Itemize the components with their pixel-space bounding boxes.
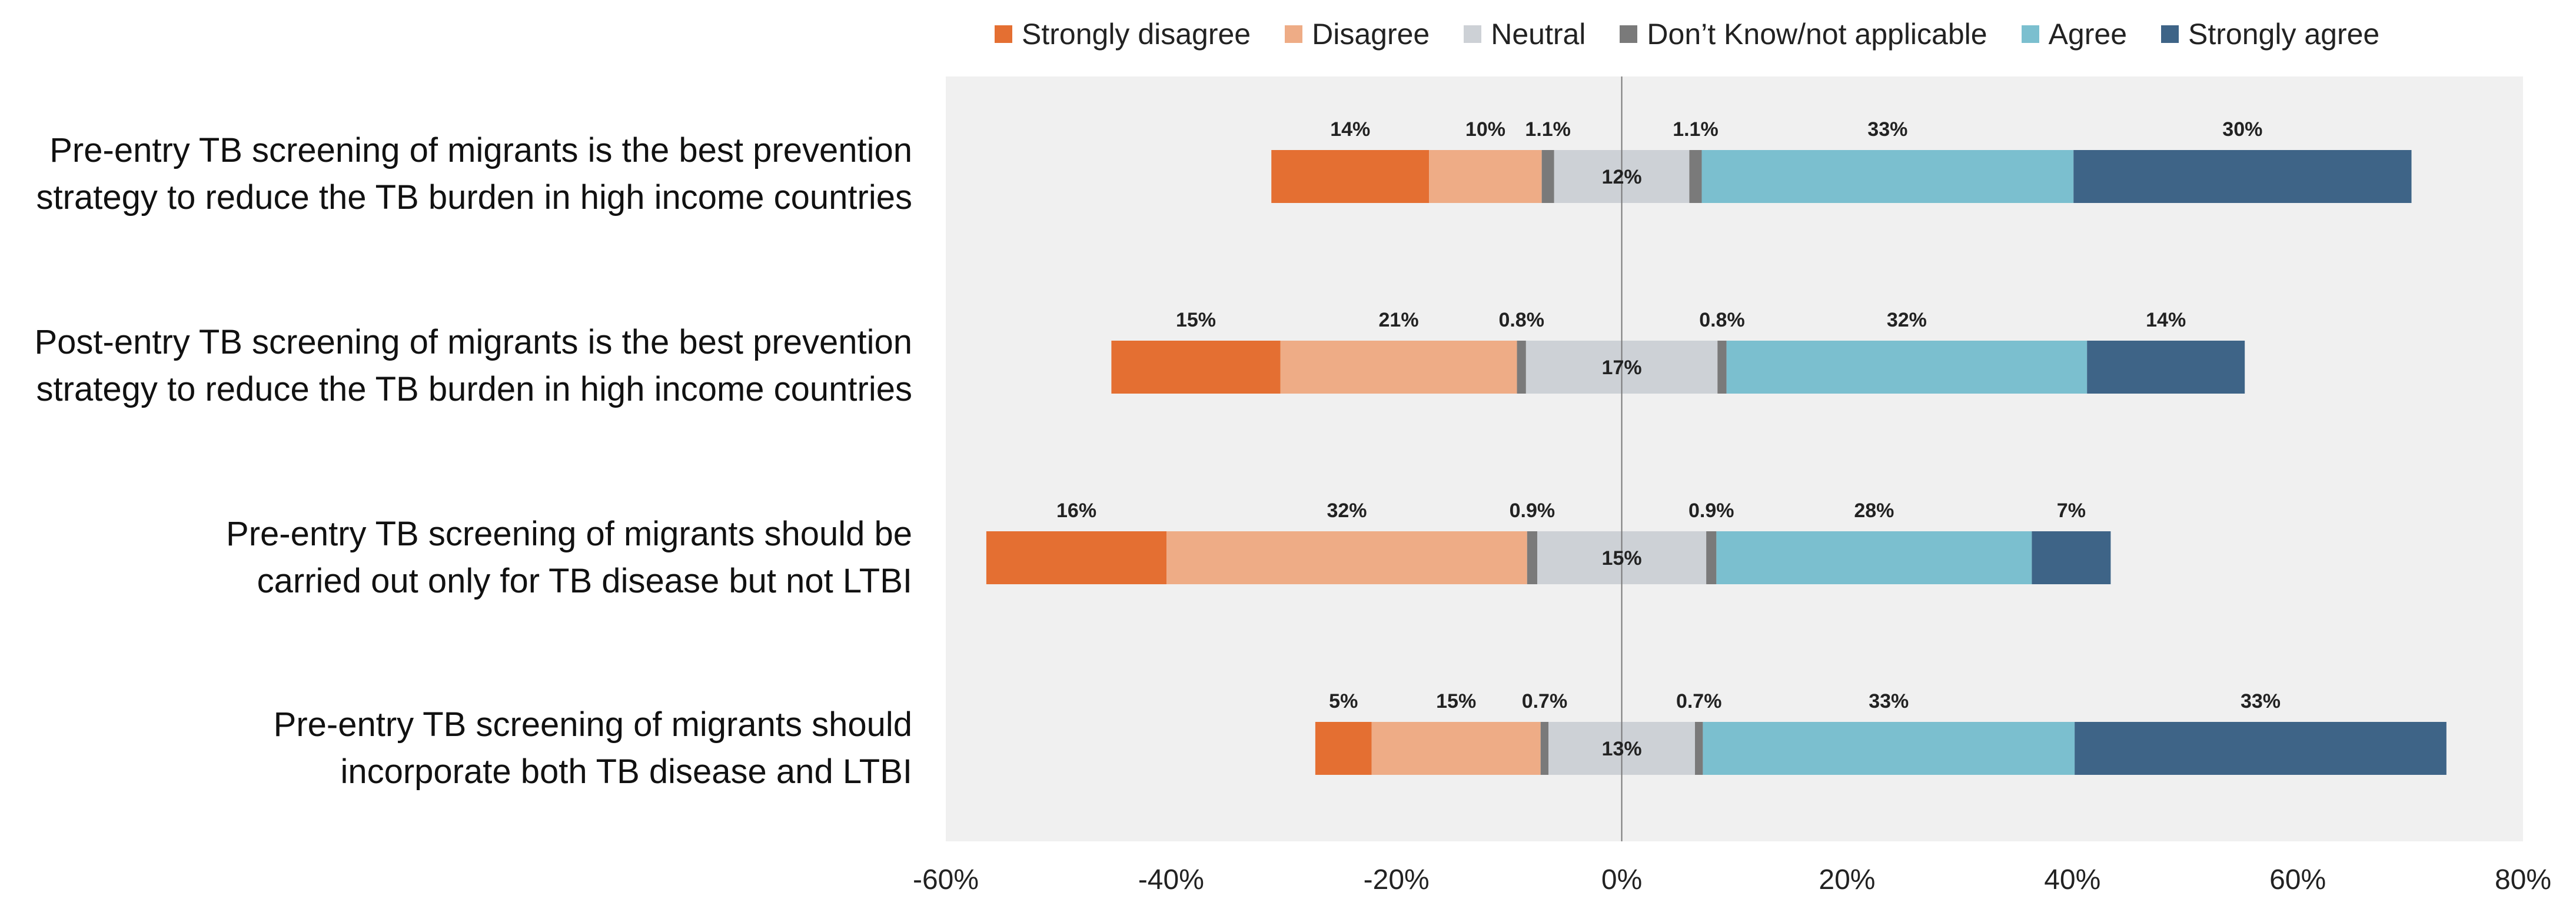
data-label: 16% — [1056, 500, 1096, 522]
data-label: 32% — [1887, 309, 1927, 331]
legend-swatch-agree — [2021, 25, 2039, 43]
legend-item-disagree[interactable]: Disagree — [1285, 17, 1430, 51]
legend: Strongly disagree Disagree Neutral Don’t… — [995, 11, 2379, 58]
legend-swatch-dont-know — [1620, 25, 1638, 43]
data-label: 17% — [1602, 357, 1642, 379]
bar-segment-strongly-agree[interactable] — [2073, 150, 2412, 203]
bar-segment-strongly-disagree[interactable] — [1111, 341, 1281, 394]
legend-swatch-strongly-agree — [2161, 25, 2179, 43]
data-label: 30% — [2222, 118, 2262, 141]
legend-label-strongly-disagree: Strongly disagree — [1022, 18, 1251, 51]
statement-line: Pre-entry TB screening of migrants is th… — [49, 131, 912, 169]
legend-item-strongly-agree[interactable]: Strongly agree — [2161, 17, 2379, 51]
statement-line: Pre-entry TB screening of migrants shoul… — [226, 515, 912, 553]
legend-label-disagree: Disagree — [1312, 18, 1430, 51]
data-label: 0.9% — [1688, 500, 1734, 522]
x-tick-label: -40% — [1138, 864, 1204, 895]
data-label: 1.1% — [1525, 118, 1571, 141]
data-label: 0.9% — [1510, 500, 1555, 522]
data-label: 33% — [1869, 690, 1909, 712]
statement-line: strategy to reduce the TB burden in high… — [36, 178, 912, 217]
data-label: 14% — [2146, 309, 2186, 331]
statement-line: incorporate both TB disease and LTBI — [340, 752, 912, 791]
x-tick-label: 20% — [1819, 864, 1876, 895]
bar-segment-strongly-disagree[interactable] — [1271, 150, 1430, 203]
data-label: 14% — [1330, 118, 1370, 141]
bar-segment-dont-know[interactable] — [1540, 722, 1549, 775]
legend-label-agree: Agree — [2048, 18, 2128, 51]
bar-segment-agree[interactable] — [1701, 150, 2074, 203]
bar-segment-strongly-agree[interactable] — [2032, 531, 2111, 584]
bar-segment-dont-know[interactable] — [1717, 341, 1727, 394]
legend-item-strongly-disagree[interactable]: Strongly disagree — [995, 17, 1251, 51]
statement-line: Post-entry TB screening of migrants is t… — [34, 323, 912, 361]
statement-label: Pre-entry TB screening of migrants is th… — [12, 127, 912, 221]
x-tick-label: -20% — [1363, 864, 1430, 895]
data-label: 33% — [2241, 690, 2281, 712]
data-label: 15% — [1176, 309, 1216, 331]
bar-segment-dont-know[interactable] — [1541, 150, 1554, 203]
bar-segment-agree[interactable] — [1703, 722, 2075, 775]
statement-label: Pre-entry TB screening of migrants shoul… — [12, 511, 912, 605]
data-label: 1.1% — [1673, 118, 1719, 141]
data-label: 15% — [1436, 690, 1476, 712]
x-tick-label: 80% — [2494, 864, 2552, 895]
legend-item-agree[interactable]: Agree — [2021, 17, 2128, 51]
plot-area — [946, 76, 2523, 841]
x-tick-label: 40% — [2044, 864, 2101, 895]
bar-segment-disagree[interactable] — [1429, 150, 1542, 203]
statement-label: Pre-entry TB screening of migrants shoul… — [12, 701, 912, 795]
data-label: 0.7% — [1522, 690, 1568, 712]
data-label: 5% — [1329, 690, 1358, 712]
bar-segment-agree[interactable] — [1716, 531, 2032, 584]
data-label: 0.8% — [1699, 309, 1745, 331]
bar-segment-dont-know[interactable] — [1517, 341, 1526, 394]
legend-swatch-disagree — [1285, 25, 1303, 43]
data-label: 32% — [1327, 500, 1367, 522]
bar-segment-agree[interactable] — [1726, 341, 2088, 394]
bar-segment-disagree[interactable] — [1280, 341, 1517, 394]
x-tick-label: -60% — [912, 864, 979, 895]
data-label: 13% — [1602, 738, 1642, 760]
data-label: 7% — [2057, 500, 2086, 522]
x-tick-label: 60% — [2269, 864, 2326, 895]
bar-segment-dont-know[interactable] — [1706, 531, 1717, 584]
legend-label-dont-know: Don’t Know/not applicable — [1647, 18, 1987, 51]
statement-line: strategy to reduce the TB burden in high… — [36, 370, 912, 408]
legend-item-neutral[interactable]: Neutral — [1464, 17, 1586, 51]
bar-segment-dont-know[interactable] — [1695, 722, 1703, 775]
statement-line: carried out only for TB disease but not … — [257, 562, 912, 600]
legend-label-neutral: Neutral — [1491, 18, 1586, 51]
statement-label: Post-entry TB screening of migrants is t… — [12, 319, 912, 413]
bar-segment-disagree[interactable] — [1166, 531, 1527, 584]
data-label: 28% — [1854, 500, 1894, 522]
data-label: 0.8% — [1498, 309, 1544, 331]
legend-item-dont-know[interactable]: Don’t Know/not applicable — [1620, 17, 1987, 51]
data-label: 33% — [1867, 118, 1907, 141]
legend-label-strongly-agree: Strongly agree — [2188, 18, 2380, 51]
legend-swatch-strongly-disagree — [995, 25, 1012, 43]
bar-labels-group: 14% 10% 1.1% 12% 1.1% 33% 30% 15% 21% 0.8% 17% 0.8%… — [1056, 118, 2281, 760]
data-label: 15% — [1602, 547, 1642, 570]
bar-segment-strongly-agree[interactable] — [2087, 341, 2245, 394]
x-tick-label: 0% — [1601, 864, 1643, 895]
bar-segment-dont-know[interactable] — [1689, 150, 1702, 203]
data-label: 21% — [1379, 309, 1419, 331]
bar-segment-strongly-disagree[interactable] — [986, 531, 1167, 584]
bar-segment-dont-know[interactable] — [1527, 531, 1537, 584]
bar-segment-strongly-agree[interactable] — [2075, 722, 2447, 775]
legend-swatch-neutral — [1464, 25, 1482, 43]
statement-line: Pre-entry TB screening of migrants shoul… — [273, 705, 912, 744]
bar-segment-disagree[interactable] — [1371, 722, 1541, 775]
data-label: 12% — [1602, 166, 1642, 188]
data-label: 0.7% — [1676, 690, 1722, 712]
bar-segment-strongly-disagree[interactable] — [1315, 722, 1372, 775]
data-label: 10% — [1465, 118, 1505, 141]
